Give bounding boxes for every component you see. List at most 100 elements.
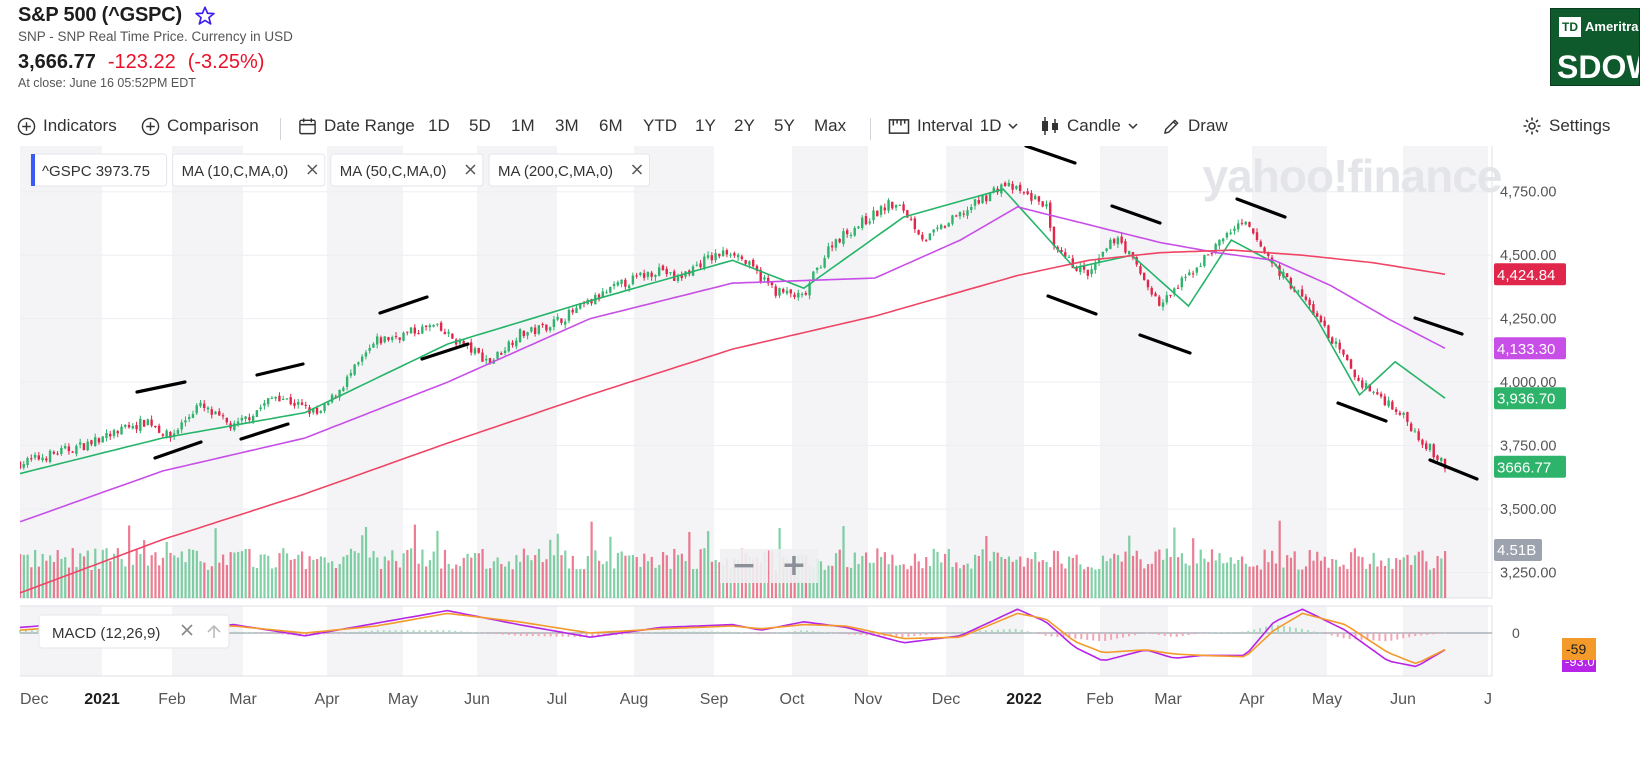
volume-bar <box>323 557 326 598</box>
price-change: -123.22 <box>107 51 176 73</box>
volume-bar <box>1380 560 1383 598</box>
candle-body <box>1349 359 1353 369</box>
settings-button[interactable]: Settings <box>1522 116 1610 136</box>
volume-bar <box>383 556 386 598</box>
candle-body <box>909 218 913 220</box>
range-ytd[interactable]: YTD <box>643 116 677 135</box>
volume-bar <box>282 548 285 598</box>
volume-bar <box>981 549 984 598</box>
range-2y[interactable]: 2Y <box>734 116 755 135</box>
trendline <box>1110 204 1162 225</box>
chevron-down-icon <box>1008 123 1019 130</box>
chart-type-dropdown[interactable]: Candle <box>1040 116 1138 136</box>
macd-histogram-bar <box>829 632 832 634</box>
volume-bar <box>1233 563 1236 598</box>
ad-text: SDOW <box>1557 49 1639 85</box>
legend-item[interactable]: ^GSPC 3973.75 <box>30 153 168 187</box>
volume-bar <box>917 561 920 598</box>
volume-bar <box>425 566 428 598</box>
candle-body <box>1011 183 1014 190</box>
volume-bar <box>169 552 172 598</box>
candle-body <box>530 327 533 332</box>
macd-histogram-bar <box>1217 632 1220 633</box>
candle-body <box>939 224 943 229</box>
volume-bar <box>913 553 917 598</box>
range-6m[interactable]: 6M <box>599 116 623 135</box>
candle-body <box>387 337 390 341</box>
candle-body <box>458 340 462 344</box>
candle-body <box>1368 384 1372 392</box>
macd-histogram-bar <box>1312 631 1315 633</box>
current-price: 3,666.77 <box>18 51 96 73</box>
volume-bar <box>1444 551 1447 598</box>
macd-histogram-bar <box>817 631 820 633</box>
macd-histogram-bar <box>281 633 284 635</box>
range-1m[interactable]: 1M <box>511 116 535 135</box>
trendline <box>1138 333 1192 355</box>
range-max[interactable]: Max <box>814 116 847 135</box>
star-icon[interactable] <box>194 5 216 27</box>
candle-body <box>1379 393 1383 397</box>
macd-histogram-bar <box>1420 633 1423 636</box>
candle-body <box>30 458 33 460</box>
legend-item[interactable]: MA (200,C,MA,0) <box>488 153 650 187</box>
range-5y[interactable]: 5Y <box>774 116 795 135</box>
candle-body <box>473 348 477 354</box>
volume-bar <box>1101 555 1105 598</box>
indicators-button[interactable]: Indicators <box>17 116 117 136</box>
macd-histogram-bar <box>1384 633 1387 642</box>
candle-body <box>560 318 563 323</box>
candle-body <box>360 356 364 362</box>
macd-histogram-bar <box>1300 628 1303 633</box>
range-3m[interactable]: 3M <box>555 116 579 135</box>
candle-body <box>1120 236 1123 243</box>
volume-bar <box>263 554 266 598</box>
candle-body <box>894 204 898 208</box>
volume-bar <box>34 549 37 598</box>
macd-histogram-bar <box>329 633 332 634</box>
volume-bar <box>842 526 845 598</box>
volume-bar <box>293 559 296 598</box>
date-range-button[interactable]: Date Range <box>298 116 415 136</box>
macd-histogram-bar <box>746 633 749 634</box>
macd-histogram-bar <box>633 633 636 634</box>
volume-bar <box>774 569 777 598</box>
range-1d[interactable]: 1D <box>428 116 450 135</box>
macd-histogram-bar <box>764 633 767 634</box>
volume-bar <box>534 555 537 598</box>
comparison-button[interactable]: Comparison <box>141 116 259 136</box>
candle-body <box>330 394 334 403</box>
volume-bar <box>1319 560 1323 598</box>
volume-bar <box>455 564 458 598</box>
range-5d[interactable]: 5D <box>469 116 491 135</box>
macd-histogram-bar <box>639 633 642 634</box>
candle-body <box>63 446 67 449</box>
candle-body <box>78 442 82 445</box>
candle-body <box>665 268 668 275</box>
candle-body <box>556 316 559 320</box>
legend-item[interactable]: MA (10,C,MA,0) <box>172 153 326 187</box>
chevron-down-icon <box>1128 123 1138 130</box>
volume-bar <box>1297 569 1300 598</box>
candle-body <box>135 425 138 430</box>
volume-bar <box>834 553 838 598</box>
zoom-controls[interactable]: − + <box>720 548 818 583</box>
candle-body <box>1244 221 1247 225</box>
macd-histogram-bar <box>412 630 415 633</box>
macd-histogram-bar <box>1396 633 1399 640</box>
ad-logo: TD <box>1559 17 1581 37</box>
macd-histogram-bar <box>1288 626 1291 633</box>
candle-body <box>624 279 627 287</box>
price-chart[interactable]: yahoo!finance 4,750.004,500.004,250.004,… <box>0 146 1640 765</box>
interval-dropdown[interactable]: Interval 1D <box>888 116 1019 136</box>
candle-body <box>827 246 830 258</box>
legend-item[interactable]: MA (50,C,MA,0) <box>330 153 484 187</box>
volume-bar <box>1214 560 1217 598</box>
range-1y[interactable]: 1Y <box>695 116 716 135</box>
volume-bar <box>109 561 112 598</box>
volume-bar <box>556 533 559 598</box>
draw-button[interactable]: Draw <box>1162 116 1228 136</box>
volume-bar <box>692 569 695 598</box>
volume-bar <box>49 555 52 598</box>
ad-banner[interactable]: TD Ameritrade SDOW <box>1550 8 1640 86</box>
